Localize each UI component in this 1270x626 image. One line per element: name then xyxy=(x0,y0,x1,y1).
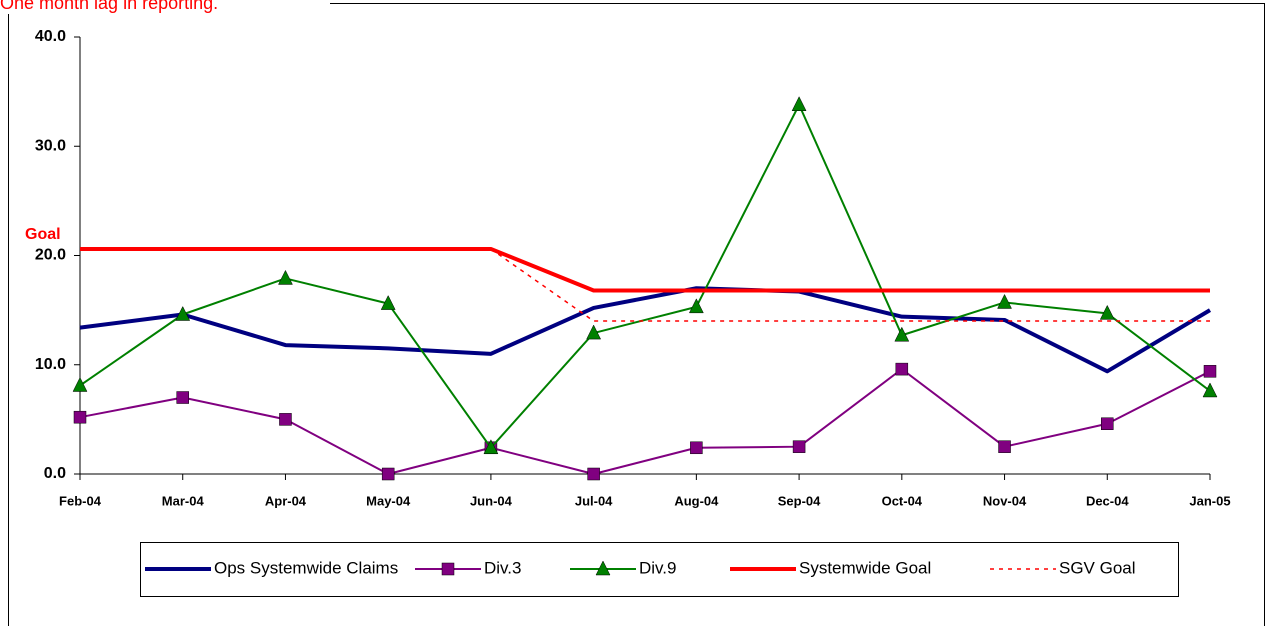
marker xyxy=(1203,365,1217,378)
x-tick-label: Feb-04 xyxy=(59,493,102,508)
marker xyxy=(791,96,807,111)
y-tick-label: 10.0 xyxy=(35,356,66,373)
marker xyxy=(1202,382,1218,398)
annotation: One month lag in reporting. xyxy=(0,0,218,13)
y-tick-label: 20.0 xyxy=(35,247,66,264)
marker xyxy=(688,298,704,314)
legend-marker xyxy=(595,560,611,576)
marker xyxy=(586,324,602,340)
marker xyxy=(381,467,395,481)
marker xyxy=(278,269,293,285)
legend-marker xyxy=(441,562,455,576)
x-tick-label: Jan-05 xyxy=(1189,493,1230,508)
marker xyxy=(894,326,910,342)
series-line xyxy=(79,368,1211,475)
legend-label: SGV Goal xyxy=(1059,558,1136,577)
marker xyxy=(73,410,87,424)
annotation-bg xyxy=(0,0,330,14)
x-tick-label: Sep-04 xyxy=(778,493,821,508)
chart-border xyxy=(8,3,1265,626)
marker xyxy=(997,293,1012,309)
legend-label: Div.9 xyxy=(639,558,676,577)
y-tick-label: 0.0 xyxy=(44,465,66,482)
marker xyxy=(175,305,191,321)
x-tick-label: Aug-04 xyxy=(674,493,719,508)
series-line xyxy=(79,103,1211,449)
legend-label: Div.3 xyxy=(484,558,521,577)
marker xyxy=(1099,304,1115,320)
marker xyxy=(895,362,909,376)
marker xyxy=(792,440,806,453)
x-tick-label: May-04 xyxy=(366,493,411,508)
marker xyxy=(72,376,88,392)
legend-label: Ops Systemwide Claims xyxy=(214,558,398,577)
series-line xyxy=(490,248,1210,322)
x-tick-label: Jul-04 xyxy=(575,493,613,508)
y-tick-label: 40.0 xyxy=(35,28,66,45)
marker xyxy=(483,439,499,455)
x-tick-label: Nov-04 xyxy=(983,493,1027,508)
marker xyxy=(1101,417,1114,430)
marker xyxy=(176,391,189,404)
marker xyxy=(587,467,600,481)
x-tick-label: Dec-04 xyxy=(1086,493,1129,508)
x-tick-label: Oct-04 xyxy=(882,493,923,508)
y-tick-label: 30.0 xyxy=(35,137,66,154)
marker xyxy=(279,413,292,426)
marker xyxy=(380,295,396,310)
x-tick-label: Apr-04 xyxy=(265,493,307,508)
marker xyxy=(690,441,703,455)
legend-box xyxy=(140,542,1179,597)
x-tick-label: Mar-04 xyxy=(162,493,205,508)
series-line xyxy=(80,246,1210,293)
goal-label: Goal xyxy=(25,226,61,243)
x-tick-label: Jun-04 xyxy=(470,493,513,508)
legend-label: Systemwide Goal xyxy=(799,558,931,577)
marker xyxy=(998,440,1011,453)
series-line xyxy=(79,286,1212,374)
